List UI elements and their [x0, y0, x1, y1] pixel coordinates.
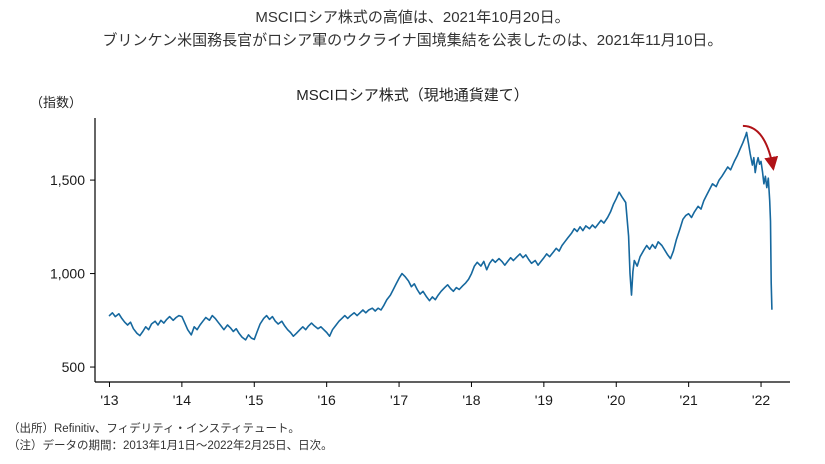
peak-arrow-icon: [742, 124, 779, 171]
y-tick-label: 500: [62, 359, 86, 375]
y-axis-unit-label: （指数）: [30, 95, 83, 110]
chart-title: MSCIロシア株式（現地通貨建て）: [296, 87, 529, 104]
x-tick-label: '17: [390, 392, 408, 408]
headline-line1: MSCIロシア株式の高値は、2021年10月20日。: [255, 9, 570, 26]
y-tick-label: 1,000: [50, 266, 85, 282]
headline: MSCIロシア株式の高値は、2021年10月20日。 ブリンケン米国務長官がロシ…: [0, 6, 825, 53]
footnote: （出所）Refinitiv、フィデリティ・インスティテュート。 （注）データの期…: [8, 421, 333, 454]
price-line: [108, 131, 773, 341]
x-tick-label: '22: [752, 392, 770, 408]
x-tick-label: '14: [173, 392, 191, 408]
price-line-chart: 500 1,000 1,500 '13 '14 '15 '16 '17 '18 '19 '20 '21…: [50, 118, 790, 408]
source-note: （出所）Refinitiv、フィデリティ・インスティテュート。: [8, 423, 300, 435]
x-tick-label: '15: [245, 392, 263, 408]
x-tick-label: '21: [680, 392, 698, 408]
x-tick-label: '16: [318, 392, 336, 408]
x-tick-label: '13: [100, 392, 118, 408]
headline-line2: ブリンケン米国務長官がロシア軍のウクライナ国境集結を公表したのは、2021年11…: [102, 32, 723, 50]
x-tick-label: '18: [462, 392, 480, 408]
y-tick-label: 1,500: [50, 172, 85, 188]
x-tick-label: '19: [535, 392, 553, 408]
period-note: （注）データの期間：2013年1月1日〜2022年2月25日、日次。: [8, 439, 333, 452]
x-tick-label: '20: [607, 392, 625, 408]
